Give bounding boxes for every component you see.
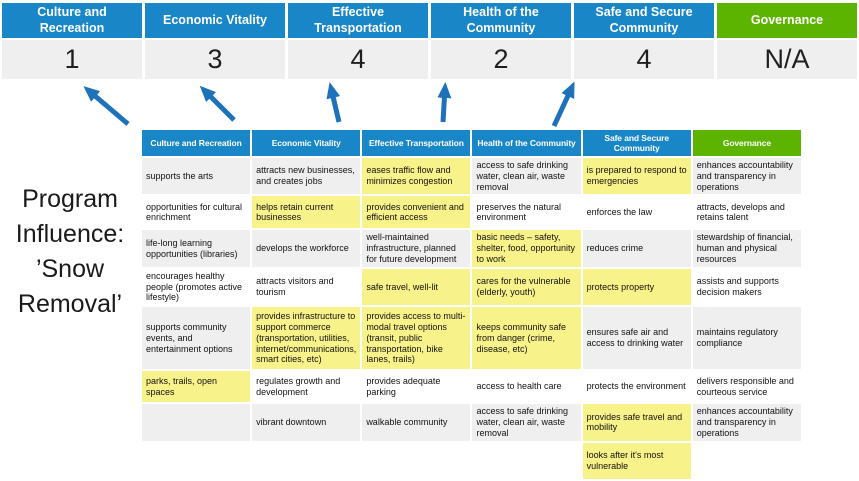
matrix-cell-r3-c5: reduces crime: [582, 230, 691, 267]
up-arrow-icon: [83, 86, 130, 126]
priority-header-safe-and-secure-community: Safe and Secure Community: [574, 3, 714, 38]
matrix-cell-r7-c3: walkable community: [362, 404, 471, 441]
matrix-cell-r1-c6: enhances accountability and transparency…: [692, 158, 801, 195]
program-influence-title: Program Influence: ’Snow Removal’: [0, 182, 140, 322]
matrix-cell-r5-c1: supports community events, and entertain…: [142, 307, 251, 370]
matrix-cell-r7-c1: [142, 404, 251, 441]
up-arrow-icon: [437, 82, 452, 123]
priority-score-effective-transportation: 4: [288, 40, 428, 79]
priority-header-health-of-the-community: Health of the Community: [431, 3, 571, 38]
priority-score-health-of-the-community: 2: [431, 40, 571, 79]
title-line: Influence:: [15, 220, 125, 248]
matrix-cell-r5-c6: maintains regulatory compliance: [692, 307, 801, 370]
priority-score-culture-and-recreation: 1: [2, 40, 142, 79]
matrix-body: supports the arts attracts new businesses…: [142, 158, 801, 479]
matrix-header-governance: Governance: [692, 130, 801, 156]
matrix-cell-r4-c4: cares for the vulnerable (elderly, youth…: [472, 268, 581, 306]
priority-score-governance: N/A: [717, 40, 857, 79]
matrix-cell-r5-c2: provides infrastructure to support comme…: [252, 307, 361, 370]
priority-header-effective-transportation: Effective Transportation: [288, 3, 428, 38]
matrix-cell-r3-c6: stewardship of financial, human and phys…: [692, 230, 801, 267]
matrix-row-3: life-long learning opportunities (librar…: [142, 230, 801, 267]
matrix-cell-r2-c2: helps retain current businesses: [252, 196, 361, 229]
matrix-cell-r7-c6: enhances accountability and transparency…: [692, 404, 801, 441]
matrix-cell-r1-c2: attracts new businesses, and creates job…: [252, 158, 361, 195]
matrix-row-7: vibrant downtown walkable community access…: [142, 404, 801, 441]
matrix-header-effective-transportation: Effective Transportation: [362, 130, 471, 156]
matrix-cell-r6-c2: regulates growth and development: [252, 371, 361, 403]
matrix-cell-r6-c4: access to health care: [472, 371, 581, 403]
matrix-header-safe-and-secure-community: Safe and Secure Community: [582, 130, 691, 156]
matrix-header-economic-vitality: Economic Vitality: [252, 130, 361, 156]
matrix-cell-r1-c1: supports the arts: [142, 158, 251, 195]
matrix-row-2: opportunities for cultural enrichment hel…: [142, 196, 801, 229]
matrix-cell-r5-c4: keeps community safe from danger (crime,…: [472, 307, 581, 370]
matrix-cell-r3-c3: well-maintained infrastructure, planned …: [362, 230, 471, 267]
matrix-cell-r2-c6: attracts, develops and retains talent: [692, 196, 801, 229]
matrix-row-1: supports the arts attracts new businesses…: [142, 158, 801, 195]
matrix-cell-r6-c3: provides adequate parking: [362, 371, 471, 403]
priority-score-safe-and-secure-community: 4: [574, 40, 714, 79]
matrix-cell-r2-c1: opportunities for cultural enrichment: [142, 196, 251, 229]
matrix-cell-r3-c2: develops the workforce: [252, 230, 361, 267]
title-line: ’Snow: [35, 255, 105, 283]
matrix-cell-r8-c3: [362, 442, 471, 479]
priority-scoreboard-scores: 1 3 4 2 4 N/A: [2, 40, 857, 79]
matrix-cell-r8-c6: [692, 442, 801, 479]
matrix-cell-r8-c1: [142, 442, 251, 479]
matrix-cell-r6-c1: parks, trails, open spaces: [142, 371, 251, 403]
matrix-cell-r4-c6: assists and supports decision makers: [692, 268, 801, 306]
matrix-cell-r4-c2: attracts visitors and tourism: [252, 268, 361, 306]
matrix-header-health-of-the-community: Health of the Community: [472, 130, 581, 156]
priority-scoreboard-headers: Culture and Recreation Economic Vitality E…: [2, 3, 857, 38]
matrix-cell-r3-c1: life-long learning opportunities (librar…: [142, 230, 251, 267]
priority-header-governance: Governance: [717, 3, 857, 38]
matrix-cell-r6-c5: protects the environment: [582, 371, 691, 403]
matrix-cell-r7-c4: access to safe drinking water, clean air…: [472, 404, 581, 441]
matrix-row-8: looks after it's most vulnerable: [142, 442, 801, 479]
priority-score-economic-vitality: 3: [145, 40, 285, 79]
up-arrow-icon: [326, 82, 342, 123]
matrix-cell-r6-c6: delivers responsible and courteous servi…: [692, 371, 801, 403]
matrix-cell-r2-c5: enforces the law: [582, 196, 691, 229]
matrix-cell-r1-c5: is prepared to respond to emergencies: [582, 158, 691, 195]
priority-header-economic-vitality: Economic Vitality: [145, 3, 285, 38]
matrix-header-culture-and-recreation: Culture and Recreation: [142, 130, 251, 156]
score-mapping-arrows: [83, 81, 575, 128]
up-arrow-icon: [199, 85, 236, 122]
matrix-cell-r8-c4: [472, 442, 581, 479]
influence-matrix: Culture and Recreation Economic Vitality E…: [140, 128, 803, 481]
title-line: Removal’: [17, 290, 123, 318]
matrix-cell-r7-c5: provides safe travel and mobility: [582, 404, 691, 441]
matrix-cell-r8-c5: looks after it's most vulnerable: [582, 442, 691, 479]
matrix-row-4: encourages healthy people (promotes acti…: [142, 268, 801, 306]
matrix-header-row: Culture and Recreation Economic Vitality E…: [142, 130, 801, 156]
matrix-row-6: parks, trails, open spaces regulates grow…: [142, 371, 801, 403]
matrix-cell-r4-c1: encourages healthy people (promotes acti…: [142, 268, 251, 306]
matrix-row-5: supports community events, and entertain…: [142, 307, 801, 370]
matrix-cell-r5-c5: ensures safe air and access to drinking …: [582, 307, 691, 370]
matrix-cell-r1-c3: eases traffic flow and minimizes congest…: [362, 158, 471, 195]
matrix-cell-r5-c3: provides access to multi-modal travel op…: [362, 307, 471, 370]
matrix-cell-r3-c4: basic needs – safety, shelter, food, opp…: [472, 230, 581, 267]
priority-header-culture-and-recreation: Culture and Recreation: [2, 3, 142, 38]
matrix-cell-r8-c2: [252, 442, 361, 479]
matrix-cell-r1-c4: access to safe drinking water, clean air…: [472, 158, 581, 195]
up-arrow-icon: [551, 81, 575, 128]
matrix-cell-r4-c5: protects property: [582, 268, 691, 306]
matrix-cell-r4-c3: safe travel, well-lit: [362, 268, 471, 306]
title-line: Program: [22, 185, 118, 213]
matrix-cell-r2-c3: provides convenient and efficient access: [362, 196, 471, 229]
matrix-cell-r2-c4: preserves the natural environment: [472, 196, 581, 229]
matrix-cell-r7-c2: vibrant downtown: [252, 404, 361, 441]
